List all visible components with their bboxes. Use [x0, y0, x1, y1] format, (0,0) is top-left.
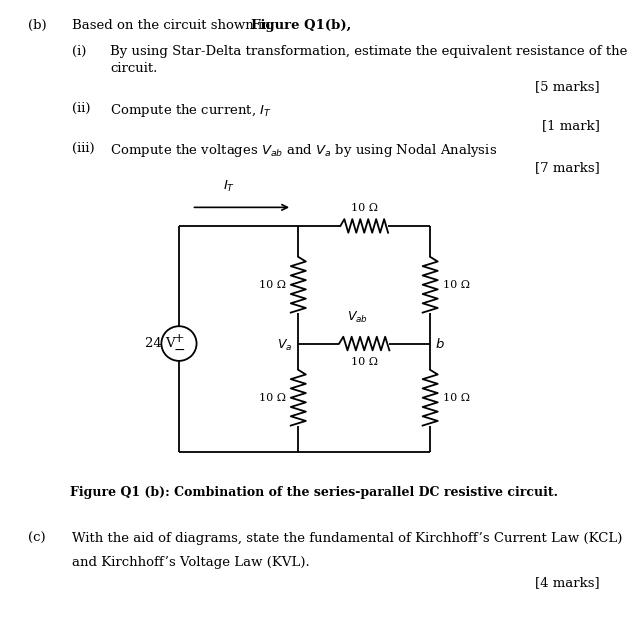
Text: (iii): (iii) [72, 142, 95, 155]
Text: (b): (b) [28, 19, 47, 32]
Text: [1 mark]: [1 mark] [542, 119, 600, 132]
Text: 10 Ω: 10 Ω [443, 392, 470, 403]
Text: −: − [173, 343, 185, 357]
Text: +: + [174, 332, 184, 345]
Text: (ii): (ii) [72, 102, 90, 115]
Text: (c): (c) [28, 532, 46, 545]
Text: 10 Ω: 10 Ω [259, 392, 286, 403]
Text: Compute the current, $I_T$: Compute the current, $I_T$ [110, 102, 272, 119]
Text: $V_{ab}$: $V_{ab}$ [347, 310, 369, 325]
Text: Figure Q1 (b): Combination of the series-parallel DC resistive circuit.: Figure Q1 (b): Combination of the series… [70, 486, 558, 499]
Text: By using Star-Delta transformation, estimate the equivalent resistance of the: By using Star-Delta transformation, esti… [110, 45, 627, 58]
Text: [7 marks]: [7 marks] [535, 161, 600, 174]
Text: With the aid of diagrams, state the fundamental of Kirchhoff’s Current Law (KCL): With the aid of diagrams, state the fund… [72, 532, 622, 545]
Text: 24 V: 24 V [144, 337, 175, 350]
Text: [5 marks]: [5 marks] [535, 80, 600, 93]
Text: and Kirchhoff’s Voltage Law (KVL).: and Kirchhoff’s Voltage Law (KVL). [72, 556, 310, 569]
Text: $b$: $b$ [435, 337, 445, 350]
Text: $I_T$: $I_T$ [223, 179, 236, 194]
Text: Figure Q1(b),: Figure Q1(b), [251, 19, 352, 32]
Text: (i): (i) [72, 45, 87, 58]
Text: Compute the voltages $V_{ab}$ and $V_a$ by using Nodal Analysis: Compute the voltages $V_{ab}$ and $V_a$ … [110, 142, 497, 159]
Text: $V_a$: $V_a$ [277, 338, 292, 353]
Text: 10 Ω: 10 Ω [351, 203, 377, 213]
Text: [4 marks]: [4 marks] [535, 576, 600, 589]
Text: circuit.: circuit. [110, 62, 157, 75]
Text: 10 Ω: 10 Ω [259, 280, 286, 290]
Text: Based on the circuit shown in: Based on the circuit shown in [72, 19, 275, 32]
Text: 10 Ω: 10 Ω [351, 357, 377, 366]
Text: 10 Ω: 10 Ω [443, 280, 470, 290]
